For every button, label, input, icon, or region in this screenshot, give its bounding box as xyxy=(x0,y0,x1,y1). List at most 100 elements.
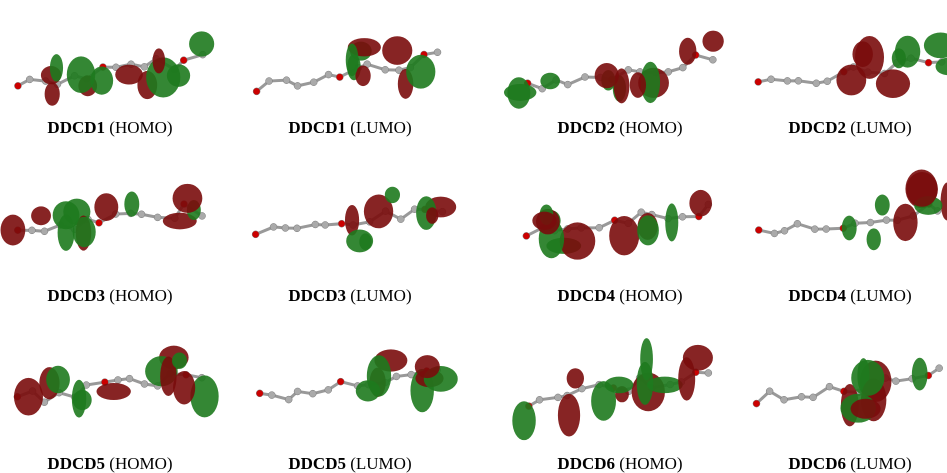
orbital-lobe xyxy=(941,183,947,221)
orbital-lobe xyxy=(153,48,166,73)
atom xyxy=(536,396,543,403)
panel-caption: DDCD3 (HOMO) xyxy=(47,286,172,306)
atom xyxy=(325,386,332,393)
orbital-lobe xyxy=(72,380,86,418)
atom xyxy=(523,232,530,239)
atom xyxy=(753,400,760,407)
orbital-label: (LUMO) xyxy=(350,454,411,473)
orbital-label: (LUMO) xyxy=(350,286,411,305)
orbital-lobe xyxy=(924,33,947,59)
atom xyxy=(679,213,686,220)
orbital-lobe xyxy=(67,56,95,93)
panel-caption: DDCD5 (HOMO) xyxy=(47,454,172,473)
compound-name: DDCD2 xyxy=(788,118,846,137)
orbital-lobe xyxy=(558,394,580,437)
orbital-lobe xyxy=(678,357,695,400)
atom xyxy=(96,219,103,226)
figure: DDCD1 (HOMO)DDCD1 (LUMO)DDCD2 (HOMO)DDCD… xyxy=(0,0,947,473)
atom xyxy=(892,378,899,385)
orbital-lobe xyxy=(867,228,881,250)
atom xyxy=(28,227,35,234)
atom xyxy=(564,81,571,88)
atom xyxy=(393,373,400,380)
orbital-lobe xyxy=(702,31,723,52)
orbital-label: (LUMO) xyxy=(850,118,911,137)
compound-name: DDCD1 xyxy=(47,118,105,137)
atom xyxy=(936,365,943,372)
orbital-lobe xyxy=(1,215,26,246)
orbital-lobe xyxy=(893,204,917,241)
atom xyxy=(256,390,263,397)
orbital-label: (LUMO) xyxy=(350,118,411,137)
orbital-lobe xyxy=(512,401,535,440)
compound-name: DDCD4 xyxy=(788,286,846,305)
orbital-lobe xyxy=(591,381,616,421)
atom xyxy=(823,226,830,233)
orbital-label: (HOMO) xyxy=(109,118,172,137)
orbital-lobe xyxy=(355,65,370,86)
atom xyxy=(294,225,301,232)
orbital-lobe xyxy=(876,69,910,98)
compound-name: DDCD1 xyxy=(288,118,346,137)
orbital-lobe xyxy=(875,195,890,216)
atom xyxy=(771,230,778,237)
orbital-lobe xyxy=(406,55,435,89)
orbital-lobe xyxy=(637,215,659,245)
atom xyxy=(382,66,389,73)
panel-caption: DDCD4 (HOMO) xyxy=(557,286,682,306)
orbital-lobe xyxy=(852,41,872,67)
orbital-lobe xyxy=(189,31,214,56)
orbital-label: (HOMO) xyxy=(109,286,172,305)
orbital-label: (HOMO) xyxy=(619,286,682,305)
orbital-lobe xyxy=(45,82,60,106)
orbital-lobe xyxy=(504,84,536,101)
orbital-lobe xyxy=(173,184,203,213)
atom xyxy=(883,217,890,224)
atom xyxy=(554,394,561,401)
atom xyxy=(781,396,788,403)
atom xyxy=(285,396,292,403)
panel-caption: DDCD2 (HOMO) xyxy=(557,118,682,138)
orbital-lobe xyxy=(97,383,131,400)
atom xyxy=(925,59,932,66)
compound-name: DDCD4 xyxy=(557,286,615,305)
compound-name: DDCD3 xyxy=(47,286,105,305)
atom xyxy=(154,214,161,221)
atom xyxy=(434,49,441,56)
atom xyxy=(397,216,404,223)
orbital-lobe xyxy=(836,65,866,96)
atom xyxy=(337,378,344,385)
atom xyxy=(141,380,148,387)
orbital-lobe xyxy=(385,187,400,203)
orbital-lobe xyxy=(609,216,639,255)
orbital-label: (LUMO) xyxy=(850,286,911,305)
atom xyxy=(784,77,791,84)
atom xyxy=(596,224,603,231)
orbital-lobe xyxy=(346,43,359,76)
atom xyxy=(26,76,33,83)
atom xyxy=(810,394,817,401)
atom xyxy=(798,393,805,400)
compound-name: DDCD5 xyxy=(47,454,105,473)
orbital-lobe xyxy=(842,216,857,241)
panel-caption: DDCD1 (HOMO) xyxy=(47,118,172,138)
atom xyxy=(41,228,48,235)
atom xyxy=(755,227,762,234)
orbital-lobe xyxy=(906,172,938,207)
orbital-lobe xyxy=(892,48,906,68)
orbital-label: (LUMO) xyxy=(850,454,911,473)
atom xyxy=(126,375,133,382)
orbital-lobe xyxy=(630,72,646,98)
orbital-lobe xyxy=(359,233,371,250)
atom xyxy=(268,392,275,399)
atom xyxy=(336,74,343,81)
atom xyxy=(253,88,260,95)
atom xyxy=(294,388,301,395)
compound-name: DDCD6 xyxy=(788,454,846,473)
atom xyxy=(794,220,801,227)
atom xyxy=(141,63,148,70)
orbital-lobe xyxy=(173,371,195,404)
atom xyxy=(282,224,289,231)
compound-name: DDCD6 xyxy=(557,454,615,473)
orbital-lobe xyxy=(46,366,70,393)
